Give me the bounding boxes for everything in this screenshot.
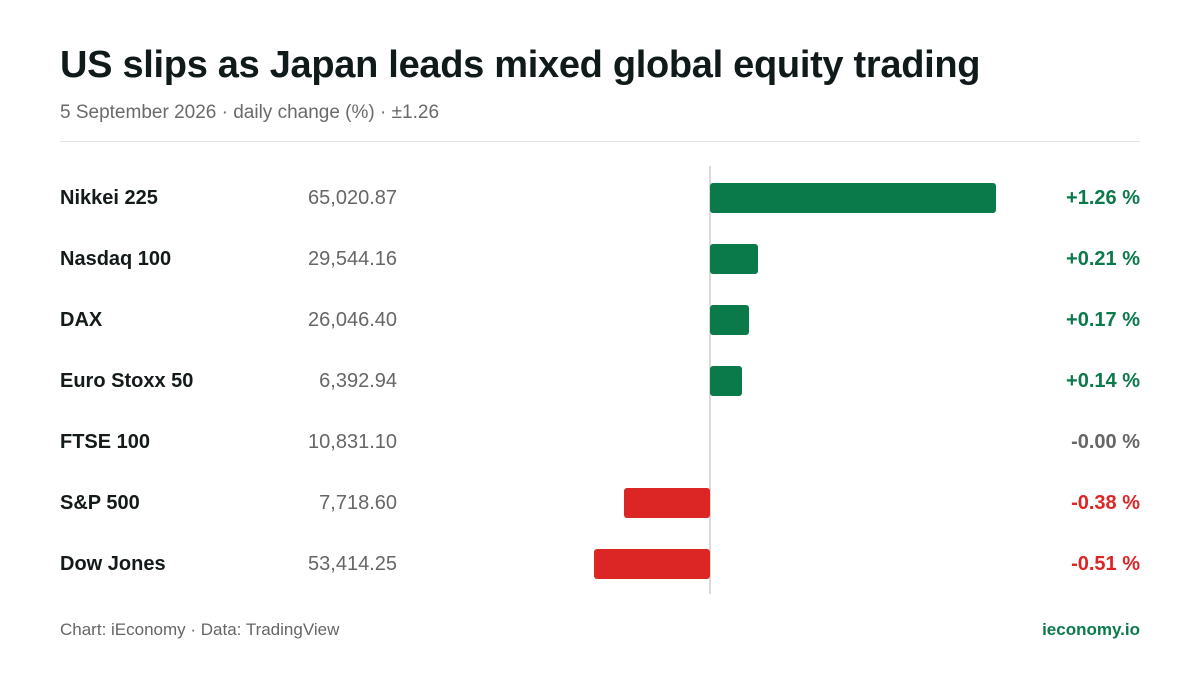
index-price-label: 6,392.94 [319, 370, 397, 392]
change-bar [710, 305, 749, 335]
chart-row: S&P 500 7,718.60 -0.38 % [60, 488, 1140, 518]
change-value-label: +0.21 % [1066, 248, 1140, 270]
index-price-label: 53,414.25 [308, 553, 397, 575]
chart-row: FTSE 100 10,831.10 -0.00 % [60, 427, 1140, 457]
index-name-label: Euro Stoxx 50 [60, 370, 194, 392]
change-value-label: -0.38 % [1071, 492, 1140, 514]
change-bar [623, 488, 710, 518]
index-price-label: 7,718.60 [319, 492, 397, 514]
change-value-label: +1.26 % [1066, 187, 1140, 209]
chart-row: Dow Jones 53,414.25 -0.51 % [60, 549, 1140, 579]
index-name-label: Nikkei 225 [60, 187, 158, 209]
change-value-label: +0.17 % [1066, 309, 1140, 331]
chart-row: Nasdaq 100 29,544.16 +0.21 % [60, 244, 1140, 274]
index-price-label: 65,020.87 [308, 187, 397, 209]
chart-subtitle: 5 September 2026 · daily change (%) · ±1… [60, 102, 440, 123]
index-name-label: FTSE 100 [60, 431, 151, 453]
index-name-label: Nasdaq 100 [60, 248, 172, 270]
change-bar [710, 244, 758, 274]
chart-title: US slips as Japan leads mixed global equ… [60, 44, 981, 86]
zero-axis-line [709, 166, 711, 594]
header-divider [60, 141, 1140, 142]
change-bar [710, 183, 996, 213]
brand-link[interactable]: ieconomy.io [1042, 620, 1140, 639]
index-price-label: 29,544.16 [308, 248, 397, 270]
index-price-label: 26,046.40 [308, 309, 397, 331]
index-price-label: 10,831.10 [308, 431, 397, 453]
change-value-label: -0.51 % [1071, 553, 1140, 575]
chart-row: Euro Stoxx 50 6,392.94 +0.14 % [60, 366, 1140, 396]
chart-row: Nikkei 225 65,020.87 +1.26 % [60, 183, 1140, 213]
index-name-label: Dow Jones [60, 553, 166, 575]
change-value-label: +0.14 % [1066, 370, 1140, 392]
chart-row: DAX 26,046.40 +0.17 % [60, 305, 1140, 335]
index-name-label: DAX [60, 309, 103, 331]
source-credit: Chart: iEconomy · Data: TradingView [60, 620, 340, 639]
change-bar [594, 549, 710, 579]
change-bar [710, 366, 742, 396]
index-name-label: S&P 500 [60, 492, 140, 514]
change-value-label: -0.00 % [1071, 431, 1140, 453]
